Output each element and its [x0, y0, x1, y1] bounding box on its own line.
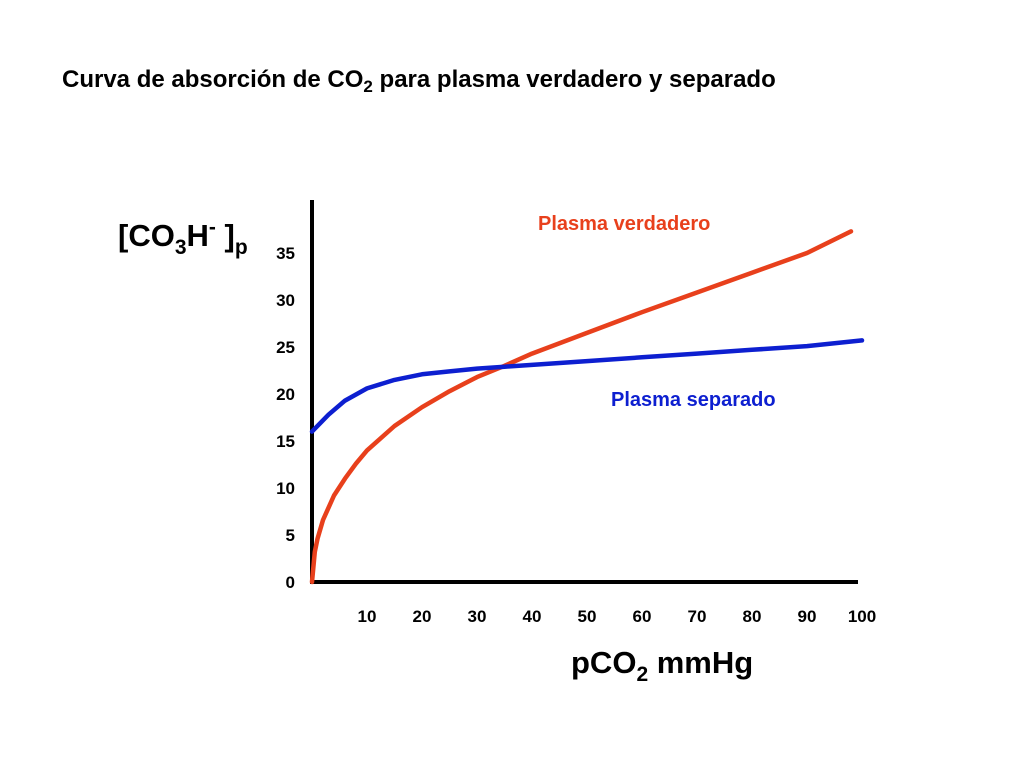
series-line	[309, 338, 865, 434]
y-tick-label: 25	[276, 338, 295, 357]
x-tick-label: 30	[468, 607, 487, 626]
y-tick-label: 30	[276, 291, 295, 310]
y-label-subscript-1: 3	[174, 236, 187, 259]
y-label-superscript: -	[208, 216, 216, 239]
axes	[310, 200, 858, 584]
y-axis-label: [CO3H- ]p	[118, 216, 248, 258]
x-label-subscript: 2	[636, 663, 649, 686]
x-tick-label: 80	[743, 607, 762, 626]
series-lines	[309, 229, 865, 585]
x-tick-label: 60	[633, 607, 652, 626]
x-tick-label: 50	[578, 607, 597, 626]
x-tick-label: 20	[413, 607, 432, 626]
series-line	[309, 229, 854, 585]
y-label-open: [CO	[118, 218, 175, 253]
chart-title: Curva de absorción de CO2 para plasma ve…	[62, 66, 776, 96]
y-label-subscript-2: p	[234, 236, 248, 259]
y-tick-label: 20	[276, 385, 295, 404]
y-label-close: ]	[215, 218, 235, 253]
title-text-end: para plasma verdadero y separado	[372, 66, 776, 93]
y-label-mid: H	[186, 218, 209, 253]
y-tick-label: 15	[276, 432, 295, 451]
tick-labels: 10 20 30 40 50 60 70 80 90 100 0 5 10 15 20 25 30 35	[276, 244, 876, 626]
x-label-start: pCO	[571, 645, 637, 680]
x-tick-label: 100	[848, 607, 876, 626]
series-labels: Plasma verdadero Plasma separado	[538, 213, 776, 411]
x-tick-label: 70	[688, 607, 707, 626]
y-tick-label: 35	[276, 244, 295, 263]
x-axis-label: pCO2 mmHg	[571, 645, 754, 685]
y-tick-label: 5	[286, 526, 295, 545]
title-subscript: 2	[363, 77, 373, 96]
y-tick-label: 0	[286, 573, 295, 592]
x-tick-label: 90	[798, 607, 817, 626]
y-tick-label: 10	[276, 479, 295, 498]
x-tick-label: 40	[523, 607, 542, 626]
x-label-end: mmHg	[648, 645, 754, 680]
title-text-start: Curva de absorción de CO	[62, 66, 364, 93]
x-tick-label: 10	[358, 607, 377, 626]
series-label: Plasma separado	[611, 389, 776, 411]
series-label: Plasma verdadero	[538, 213, 710, 235]
